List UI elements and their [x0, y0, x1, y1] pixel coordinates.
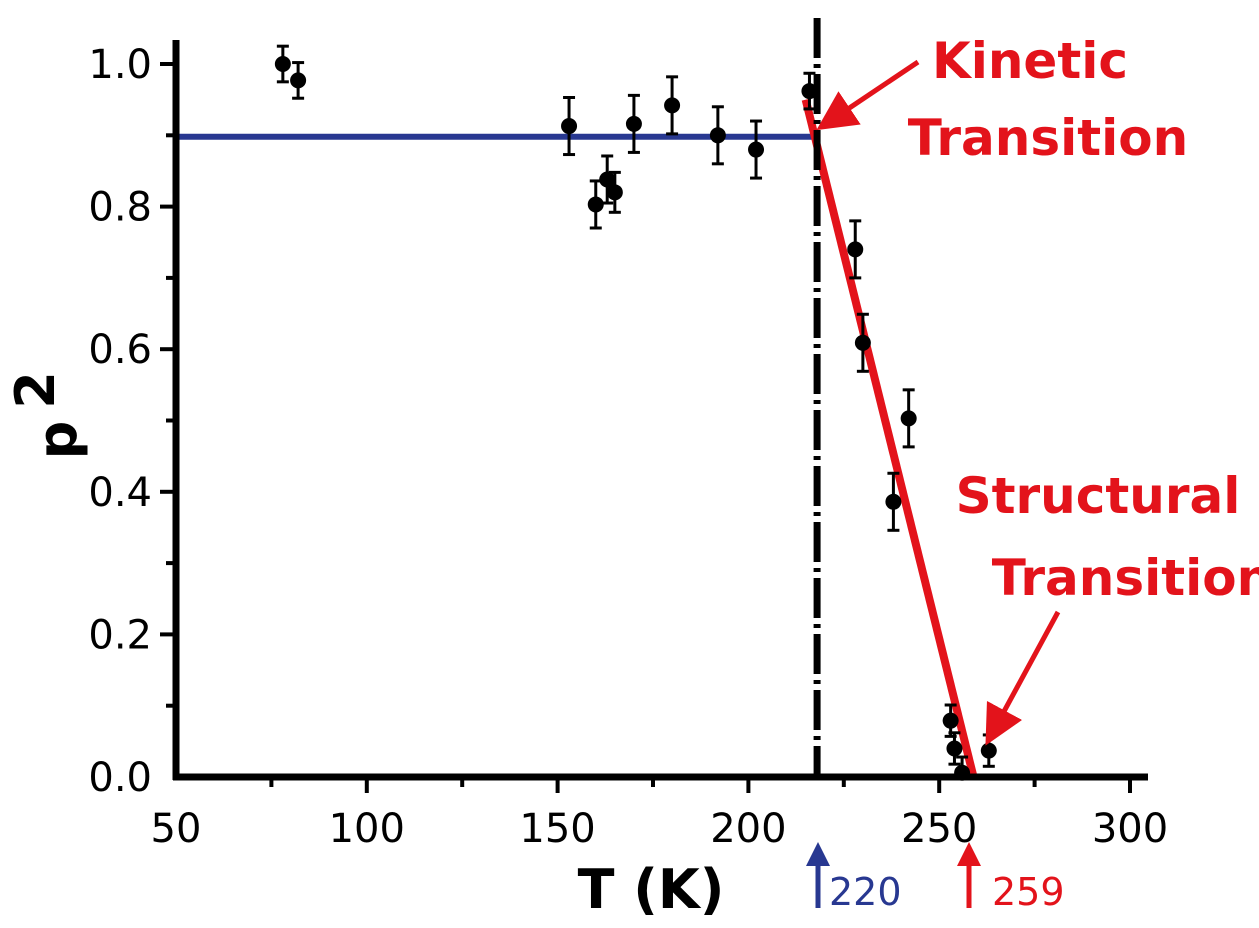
y-axis-title-group: p 2: [4, 371, 89, 459]
data-point: [946, 731, 963, 766]
y-axis-title: p: [26, 421, 89, 460]
point-marker: [946, 740, 963, 757]
data-point: [980, 733, 997, 768]
data-point: [561, 96, 578, 157]
data-point: [748, 119, 765, 180]
y-tick-label: 0.0: [88, 755, 152, 801]
marker-220-label: 220: [829, 870, 902, 914]
x-tick-label: 200: [710, 806, 786, 852]
kinetic-label-line1: Kinetic: [932, 32, 1128, 90]
structural-arrow: [985, 610, 1061, 746]
data-point: [900, 388, 917, 449]
data-point: [587, 179, 604, 230]
point-marker: [290, 72, 307, 89]
y-tick-label: 0.4: [88, 470, 152, 516]
data-point: [847, 219, 864, 280]
fit-lines: [176, 98, 978, 778]
marker-220: 220: [806, 842, 902, 914]
y-tick-label: 0.6: [88, 327, 152, 373]
point-marker: [847, 241, 864, 258]
y-tick-label: 0.8: [88, 185, 152, 231]
data-point: [801, 71, 818, 111]
x-tick-label: 50: [151, 806, 202, 852]
data-point: [709, 105, 726, 166]
x-ticks: 50 100 150 200 250 300: [151, 777, 1168, 852]
y-tick-label: 0.2: [88, 612, 152, 658]
x-tick-label: 300: [1092, 806, 1168, 852]
transition-fit-line: [801, 98, 978, 778]
x-axis-title: T (K): [578, 858, 725, 921]
point-marker: [801, 83, 818, 100]
x-tick-label: 100: [329, 806, 405, 852]
y-tick-label: 1.0: [88, 42, 152, 88]
x-tick-label: 250: [901, 806, 977, 852]
data-point: [290, 61, 307, 100]
point-marker: [980, 742, 997, 759]
kinetic-label-line2: Transition: [908, 109, 1189, 167]
structural-label-line1: Structural: [956, 467, 1241, 525]
kinetic-arrow: [816, 59, 920, 131]
point-marker: [854, 334, 871, 351]
point-marker: [709, 127, 726, 144]
point-marker: [625, 115, 642, 132]
data-point: [625, 93, 642, 154]
data-point: [954, 755, 971, 781]
y-ticks: 0.0 0.2 0.4 0.6 0.8 1.0: [88, 42, 176, 801]
data-points: [274, 44, 997, 781]
point-marker: [885, 493, 902, 510]
point-marker: [748, 141, 765, 158]
data-point: [664, 75, 681, 136]
point-marker: [954, 764, 971, 781]
data-point: [274, 44, 291, 84]
data-point: [606, 170, 623, 214]
marker-259-label: 259: [992, 870, 1065, 914]
point-marker: [274, 56, 291, 72]
data-point: [599, 154, 616, 205]
data-point: [854, 312, 871, 373]
point-marker: [606, 184, 623, 201]
point-marker: [599, 171, 616, 188]
marker-259: 259: [957, 842, 1065, 914]
point-marker: [587, 196, 604, 213]
point-marker: [561, 118, 578, 135]
x-tick-label: 150: [519, 806, 595, 852]
point-marker: [664, 97, 681, 114]
data-point: [885, 471, 902, 532]
y-axis-title-superscript: 2: [4, 371, 67, 409]
point-marker: [942, 712, 959, 729]
point-marker: [900, 410, 917, 427]
structural-label-line2: Transition: [992, 549, 1259, 607]
